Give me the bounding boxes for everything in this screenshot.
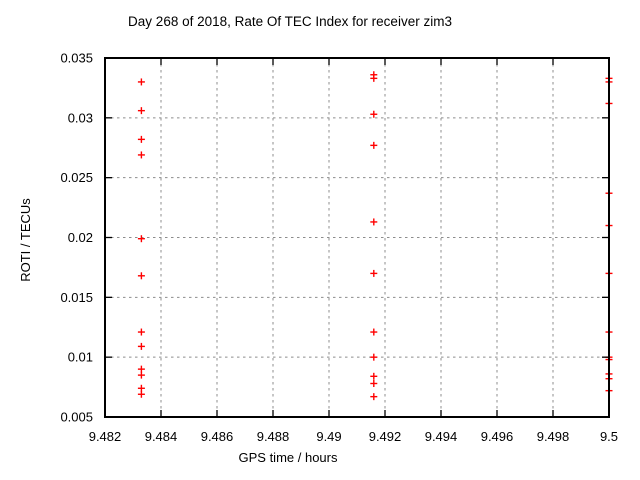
x-tick-label: 9.488 <box>257 429 290 444</box>
x-tick-label: 9.492 <box>369 429 402 444</box>
x-tick-label: 9.5 <box>600 429 618 444</box>
y-tick-label: 0.02 <box>68 230 93 245</box>
x-tick-label: 9.482 <box>89 429 122 444</box>
y-tick-label: 0.035 <box>60 51 93 66</box>
y-tick-label: 0.01 <box>68 350 93 365</box>
x-tick-label: 9.484 <box>145 429 178 444</box>
y-tick-label: 0.005 <box>60 410 93 425</box>
x-tick-label: 9.496 <box>481 429 514 444</box>
y-tick-label: 0.025 <box>60 170 93 185</box>
y-tick-label: 0.03 <box>68 110 93 125</box>
y-axis-label: ROTI / TECUs <box>18 198 33 282</box>
x-tick-label: 9.494 <box>425 429 458 444</box>
x-axis-label: GPS time / hours <box>238 450 338 465</box>
x-tick-label: 9.49 <box>316 429 341 444</box>
y-tick-label: 0.015 <box>60 290 93 305</box>
x-tick-label: 9.498 <box>537 429 570 444</box>
chart-title: Day 268 of 2018, Rate Of TEC Index for r… <box>128 14 452 29</box>
x-tick-label: 9.486 <box>201 429 234 444</box>
